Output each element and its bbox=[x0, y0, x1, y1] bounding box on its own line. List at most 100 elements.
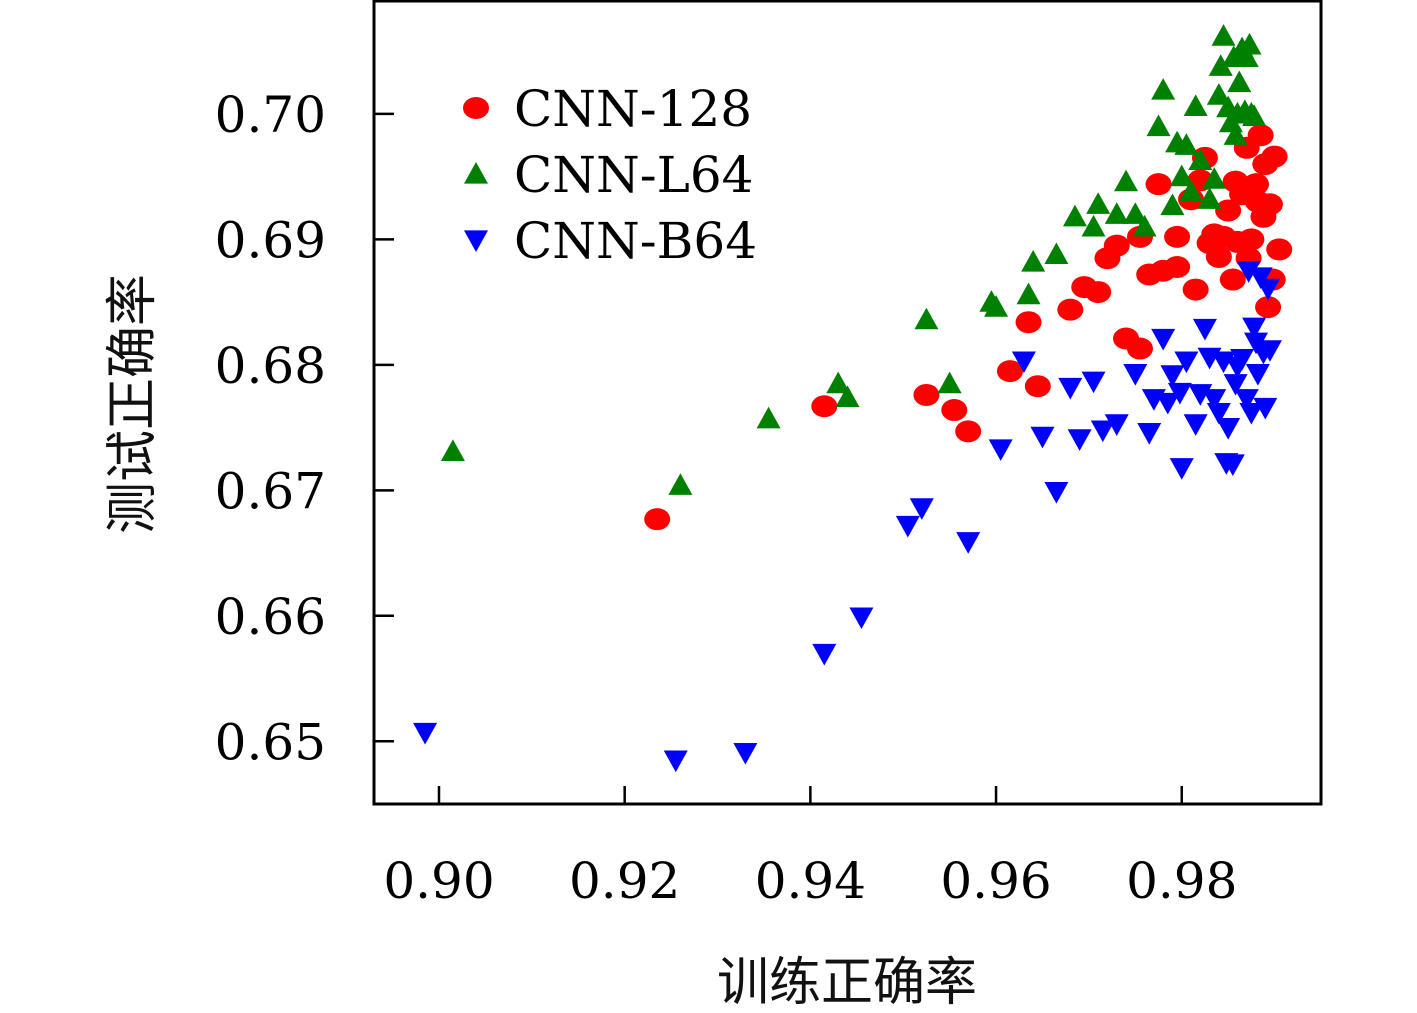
data-point-cnn-b64 bbox=[909, 498, 934, 520]
data-point-cnn-l64 bbox=[1044, 242, 1069, 265]
data-point-cnn-128 bbox=[1145, 173, 1172, 196]
data-point-cnn-b64 bbox=[1192, 318, 1217, 341]
legend-marker-cnn-b64 bbox=[464, 230, 488, 252]
legend-label: CNN-L64 bbox=[514, 146, 753, 204]
data-point-cnn-b64 bbox=[1011, 351, 1036, 374]
data-point-cnn-l64 bbox=[1179, 179, 1204, 202]
data-point-cnn-b64 bbox=[1256, 278, 1281, 301]
data-point-cnn-l64 bbox=[1223, 123, 1248, 145]
data-point-cnn-b64 bbox=[849, 607, 874, 630]
data-point-cnn-l64 bbox=[1104, 202, 1129, 224]
data-point-cnn-b64 bbox=[1081, 371, 1106, 394]
data-point-cnn-b64 bbox=[663, 750, 688, 773]
data-point-cnn-128 bbox=[1215, 199, 1242, 222]
data-point-cnn-b64 bbox=[1239, 402, 1264, 425]
data-point-cnn-128 bbox=[1266, 238, 1293, 261]
x-tick-label: 0.98 bbox=[1126, 852, 1237, 910]
data-point-cnn-b64 bbox=[1151, 328, 1176, 351]
data-point-cnn-b64 bbox=[1155, 392, 1180, 415]
data-point-cnn-128 bbox=[644, 508, 671, 531]
data-point-cnn-128 bbox=[1247, 124, 1274, 147]
data-point-cnn-b64 bbox=[1174, 351, 1199, 374]
data-point-cnn-l64 bbox=[1132, 214, 1157, 237]
data-point-cnn-b64 bbox=[1183, 414, 1208, 436]
data-point-cnn-128 bbox=[1103, 234, 1130, 257]
data-point-cnn-128 bbox=[1024, 375, 1051, 398]
data-point-cnn-l64 bbox=[668, 473, 693, 495]
data-point-cnn-b64 bbox=[1257, 340, 1282, 362]
data-point-cnn-b64 bbox=[1236, 261, 1261, 283]
data-point-cnn-b64 bbox=[956, 532, 981, 554]
data-point-cnn-l64 bbox=[1151, 78, 1176, 100]
data-point-cnn-b64 bbox=[1169, 458, 1194, 480]
data-point-cnn-l64 bbox=[1242, 104, 1267, 127]
data-point-cnn-128 bbox=[1219, 268, 1246, 291]
data-point-cnn-b64 bbox=[1090, 420, 1115, 443]
data-point-cnn-128 bbox=[941, 399, 968, 422]
data-point-cnn-b64 bbox=[1123, 364, 1148, 386]
data-point-cnn-l64 bbox=[1146, 114, 1171, 137]
y-tick-label: 0.67 bbox=[215, 462, 326, 520]
data-point-cnn-128 bbox=[1164, 225, 1191, 248]
y-axis-ticks: 0.65 0.66 0.67 0.68 0.69 0.70 bbox=[215, 86, 394, 771]
data-point-cnn-128 bbox=[1015, 311, 1042, 334]
data-point-cnn-l64 bbox=[1234, 45, 1259, 68]
data-point-cnn-l64 bbox=[937, 371, 962, 394]
data-point-cnn-l64 bbox=[1174, 133, 1199, 155]
data-point-cnn-b64 bbox=[1104, 414, 1129, 436]
data-point-cnn-b64 bbox=[1216, 417, 1241, 440]
data-point-cnn-128 bbox=[1205, 245, 1232, 268]
data-point-cnn-b64 bbox=[895, 515, 920, 538]
x-tick-label: 0.94 bbox=[755, 852, 866, 910]
legend-label: CNN-128 bbox=[514, 80, 752, 138]
data-point-cnn-b64 bbox=[1137, 423, 1162, 445]
data-point-cnn-l64 bbox=[826, 371, 851, 394]
data-point-cnn-b64 bbox=[1253, 397, 1278, 420]
data-point-cnn-b64 bbox=[1234, 389, 1259, 411]
legend: CNN-128 CNN-L64 CNN-B64 bbox=[463, 80, 757, 270]
data-point-cnn-b64 bbox=[812, 643, 837, 666]
data-point-cnn-l64 bbox=[1160, 193, 1185, 216]
data-point-cnn-128 bbox=[811, 395, 838, 418]
y-axis-title: 测试正确率 bbox=[103, 274, 163, 534]
data-point-cnn-l64 bbox=[914, 307, 939, 330]
data-point-cnn-l64 bbox=[1123, 202, 1148, 224]
data-point-cnn-b64 bbox=[1058, 377, 1083, 400]
data-point-cnn-l64 bbox=[1169, 164, 1194, 187]
data-point-cnn-b64 bbox=[1160, 365, 1185, 387]
data-point-cnn-l64 bbox=[1114, 169, 1139, 192]
data-point-cnn-l64 bbox=[1208, 54, 1233, 76]
data-point-cnn-b64 bbox=[1030, 426, 1055, 449]
data-point-cnn-b64 bbox=[1202, 389, 1227, 411]
data-point-cnn-b64 bbox=[1223, 374, 1248, 396]
data-point-cnn-l64 bbox=[1062, 204, 1087, 227]
data-point-cnn-128 bbox=[1243, 173, 1270, 196]
data-point-cnn-128 bbox=[955, 420, 982, 443]
y-tick-label: 0.70 bbox=[215, 86, 326, 144]
x-axis-ticks: 0.90 0.92 0.94 0.96 0.98 bbox=[383, 786, 1237, 910]
data-point-cnn-128 bbox=[1238, 228, 1265, 251]
data-point-cnn-b64 bbox=[1167, 382, 1192, 405]
data-point-cnn-b64 bbox=[1220, 454, 1245, 476]
data-point-cnn-l64 bbox=[1016, 282, 1041, 305]
data-point-cnn-128 bbox=[1182, 278, 1209, 301]
data-point-cnn-128 bbox=[996, 360, 1023, 383]
x-axis-title: 训练正确率 bbox=[717, 953, 977, 1013]
data-points bbox=[413, 24, 1293, 773]
data-point-cnn-b64 bbox=[1067, 429, 1092, 451]
data-point-cnn-b64 bbox=[413, 722, 438, 745]
data-point-cnn-128 bbox=[1126, 337, 1153, 360]
data-point-cnn-128 bbox=[1261, 145, 1288, 168]
data-point-cnn-b64 bbox=[733, 742, 758, 765]
legend-label: CNN-B64 bbox=[514, 212, 757, 270]
y-tick-label: 0.65 bbox=[215, 713, 326, 771]
data-point-cnn-128 bbox=[1256, 193, 1283, 216]
data-point-cnn-128 bbox=[1057, 298, 1084, 321]
data-point-cnn-b64 bbox=[1245, 364, 1270, 386]
data-point-cnn-l64 bbox=[1211, 24, 1236, 46]
legend-marker-cnn-l64 bbox=[464, 162, 488, 184]
data-point-cnn-l64 bbox=[440, 439, 465, 462]
data-point-cnn-b64 bbox=[988, 439, 1013, 461]
data-point-cnn-128 bbox=[1085, 281, 1112, 304]
